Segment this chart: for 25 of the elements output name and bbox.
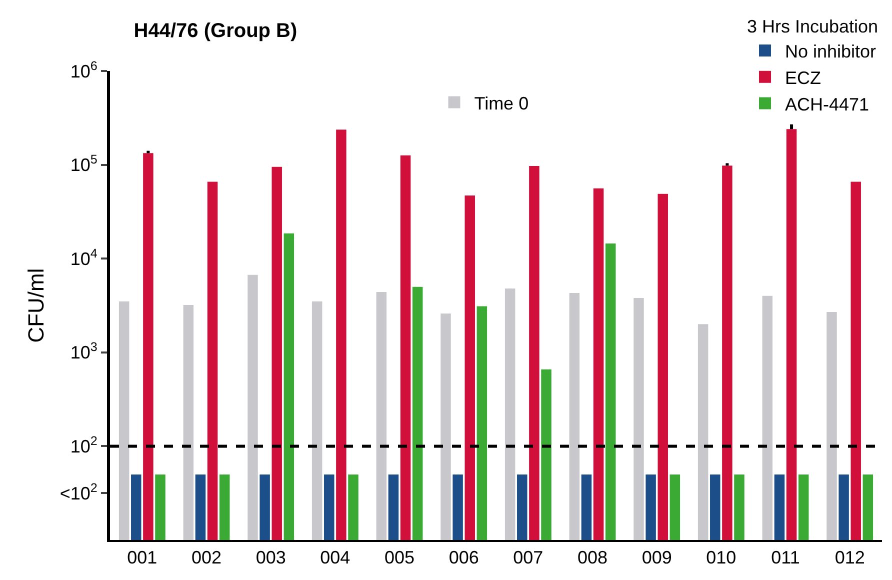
y-tick-label: 10$^{2}$ bbox=[70, 434, 98, 456]
y-axis-title: CFU/ml bbox=[24, 268, 49, 343]
x-tick-label: 011 bbox=[771, 548, 800, 568]
y-tick-label: <10$^{2}$ bbox=[60, 480, 98, 504]
legend-label: ECZ bbox=[785, 68, 822, 88]
legend-label: ACH-4471 bbox=[785, 94, 870, 114]
x-tick-label: 007 bbox=[513, 548, 544, 568]
x-tick-label: 001 bbox=[127, 548, 158, 568]
x-tick-label: 004 bbox=[320, 548, 350, 568]
y-tick-label: 10$^{3}$ bbox=[70, 340, 98, 363]
x-tick-label: 012 bbox=[834, 548, 865, 568]
legend-label: No inhibitor bbox=[785, 42, 876, 62]
y-tick-label: 10$^{6}$ bbox=[70, 58, 98, 82]
x-tick-label: 008 bbox=[577, 548, 608, 568]
legend-title: 3 Hrs Incubation bbox=[747, 16, 878, 36]
chart-title: H44/76 (Group B) bbox=[134, 20, 298, 42]
x-tick-label: 009 bbox=[642, 548, 672, 568]
x-tick-label: 005 bbox=[384, 548, 415, 568]
x-tick-label: 006 bbox=[448, 548, 479, 568]
x-tick-label: 010 bbox=[706, 548, 736, 568]
x-tick-label: 002 bbox=[191, 548, 222, 568]
legend-label: Time 0 bbox=[474, 93, 529, 114]
y-tick-label: 10$^{4}$ bbox=[70, 246, 98, 269]
y-tick-label: 10$^{5}$ bbox=[70, 152, 98, 176]
x-tick-label: 003 bbox=[256, 548, 286, 568]
